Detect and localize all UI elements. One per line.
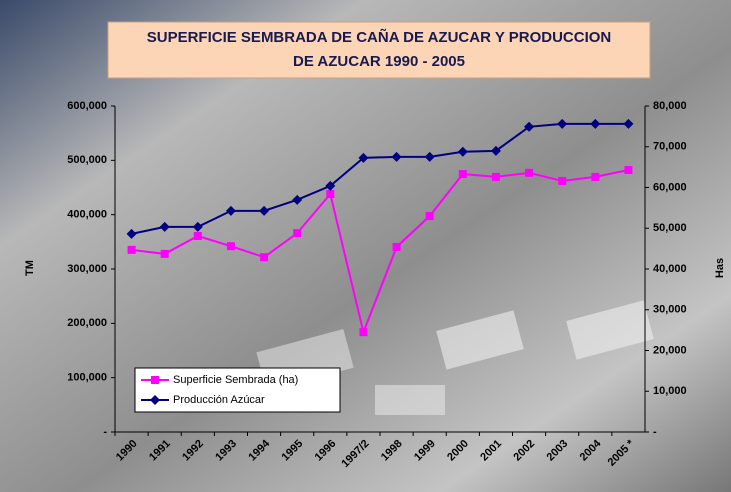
decor [566, 300, 654, 360]
y2-tick-label: 70,000 [653, 141, 687, 153]
y2-tick-label: 50,000 [653, 222, 687, 234]
y2-tick-label: 80,000 [653, 100, 687, 112]
marker [458, 170, 467, 179]
legend-marker [150, 395, 160, 405]
y-tick-label: 600,000 [67, 100, 107, 112]
y-tick-label: 400,000 [67, 209, 107, 221]
marker [624, 165, 633, 174]
marker [293, 229, 302, 238]
y2-tick-label: 20,000 [653, 344, 687, 356]
chart-title: DE AZUCAR 1990 - 2005 [293, 53, 465, 70]
marker [623, 118, 634, 129]
marker [591, 172, 600, 181]
marker [491, 172, 500, 181]
marker [590, 118, 601, 129]
legend-label: Producción Azúcar [173, 394, 265, 406]
marker [193, 231, 202, 240]
series-line [131, 122, 629, 235]
marker [260, 253, 269, 262]
y2-tick-label: 60,000 [653, 181, 687, 193]
y-tick-label: 300,000 [67, 263, 107, 275]
y-tick-label: 500,000 [67, 154, 107, 166]
marker [225, 205, 236, 216]
marker [159, 221, 170, 232]
legend-label: Superficie Sembrada (ha) [173, 374, 298, 386]
marker [126, 228, 137, 239]
marker [524, 121, 535, 132]
marker [557, 118, 568, 129]
marker [391, 151, 402, 162]
y-tick-label: 100,000 [67, 372, 107, 384]
marker [392, 242, 401, 251]
marker [325, 180, 336, 191]
marker [490, 145, 501, 156]
marker [127, 245, 136, 254]
legend-marker [151, 376, 159, 384]
marker [358, 152, 369, 163]
y-axis-label: TM [24, 260, 36, 276]
marker [292, 194, 303, 205]
chart-title: SUPERFICIE SEMBRADA DE CAÑA DE AZUCAR Y … [147, 28, 611, 46]
y-tick-label: - [103, 426, 107, 438]
y2-tick-label: - [653, 426, 657, 438]
y2-tick-label: 40,000 [653, 263, 687, 275]
title-box [107, 21, 651, 79]
y2-axis-label: Has [714, 258, 726, 278]
marker [259, 205, 270, 216]
marker [425, 212, 434, 221]
marker [457, 146, 468, 157]
marker [226, 242, 235, 251]
marker [192, 221, 203, 232]
decor [375, 385, 445, 415]
marker [424, 151, 435, 162]
y2-tick-label: 30,000 [653, 304, 687, 316]
marker [525, 168, 534, 177]
y-tick-label: 200,000 [67, 317, 107, 329]
marker [326, 190, 335, 199]
marker [558, 176, 567, 185]
marker [359, 328, 368, 337]
y2-tick-label: 10,000 [653, 385, 687, 397]
decor [436, 310, 524, 370]
series-line [131, 168, 629, 336]
legend-box [134, 367, 341, 413]
marker [160, 249, 169, 258]
